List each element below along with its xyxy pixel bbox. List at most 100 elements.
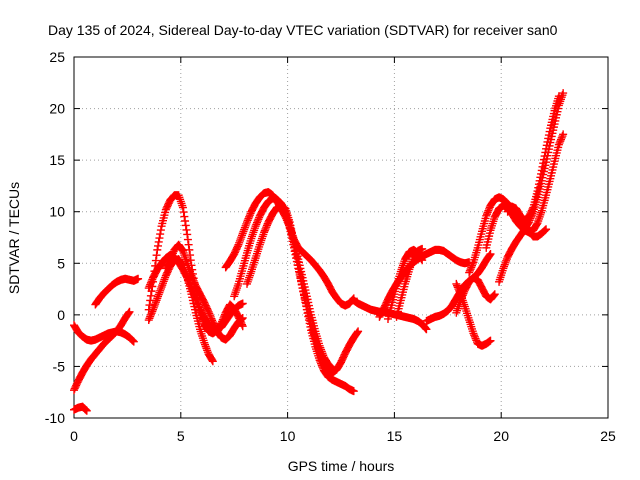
data-point [149, 305, 158, 314]
data-point [166, 254, 175, 263]
data-point [527, 211, 536, 220]
data-point [283, 215, 292, 224]
x-tick-label: 0 [70, 428, 78, 444]
data-point [146, 312, 155, 321]
data-point [182, 225, 191, 234]
series-track-19 [452, 279, 495, 350]
data-point [236, 235, 245, 244]
data-point [187, 271, 196, 280]
data-point [188, 275, 197, 284]
data-point [145, 282, 154, 291]
data-point [154, 292, 163, 301]
data-point [499, 264, 508, 273]
data-point [152, 296, 161, 305]
data-point [262, 221, 271, 230]
data-point [243, 216, 252, 225]
data-point [418, 256, 427, 265]
data-point [243, 218, 252, 227]
data-point [149, 303, 158, 312]
data-point [185, 245, 194, 254]
data-point [146, 310, 155, 319]
data-point [181, 216, 190, 225]
data-point [145, 301, 154, 310]
data-point [453, 281, 462, 290]
data-point [181, 221, 190, 230]
data-point [284, 217, 293, 226]
data-point [238, 229, 247, 238]
data-point [252, 218, 261, 227]
y-tick-label: 0 [57, 307, 65, 323]
data-point [238, 299, 247, 308]
data-point [281, 209, 290, 218]
data-point [189, 276, 198, 285]
data-point [317, 345, 326, 354]
data-point [482, 210, 491, 219]
data-point [151, 300, 160, 309]
data-point [260, 228, 269, 237]
data-point [253, 216, 262, 225]
data-point [155, 288, 164, 297]
y-tick-label: -10 [45, 410, 65, 426]
data-point [318, 349, 327, 358]
y-tick-label: 15 [49, 152, 65, 168]
data-point [146, 278, 155, 287]
data-point [328, 364, 337, 373]
data-point [152, 251, 161, 260]
data-point [158, 281, 167, 290]
data-point [238, 313, 247, 322]
x-tick-label: 10 [280, 428, 296, 444]
data-point [470, 332, 479, 341]
data-point [244, 214, 253, 223]
series-track-3 [70, 402, 91, 415]
data-point [147, 277, 156, 286]
data-point [455, 286, 464, 295]
data-point [241, 221, 250, 230]
data-point [317, 347, 326, 356]
data-point [153, 294, 162, 303]
data-point [183, 230, 192, 239]
data-point [168, 251, 177, 260]
data-point [167, 252, 176, 261]
data-point [467, 263, 476, 272]
data-point [204, 307, 213, 316]
data-point [180, 212, 189, 221]
data-point [154, 237, 163, 246]
data-point [146, 291, 155, 300]
data-point [125, 307, 134, 316]
data-point [486, 336, 495, 345]
x-tick-label: 20 [493, 428, 509, 444]
data-point [465, 268, 474, 277]
data-point [486, 250, 495, 259]
data-point [353, 328, 362, 337]
data-point [239, 227, 248, 236]
chart-title: Day 135 of 2024, Sidereal Day-to-day VTE… [48, 22, 558, 38]
data-point [159, 277, 168, 286]
data-point [234, 240, 243, 249]
data-point [245, 212, 254, 221]
series-track-23 [503, 202, 551, 241]
data-point [150, 301, 159, 310]
data-point [500, 260, 509, 269]
series-track-9 [221, 188, 358, 310]
data-point [235, 238, 244, 247]
series-track-4 [91, 274, 143, 309]
data-point [238, 322, 247, 331]
data-point [542, 225, 551, 234]
data-point [129, 337, 138, 346]
data-point [151, 298, 160, 307]
data-point [252, 220, 261, 229]
data-point [260, 226, 269, 235]
series-track-14 [375, 245, 474, 321]
data-point [155, 234, 164, 243]
data-point [208, 357, 217, 366]
series-track-22 [495, 89, 568, 286]
data-point [471, 334, 480, 343]
data-point [468, 259, 477, 268]
data-point [207, 314, 216, 323]
series-track-12 [281, 209, 337, 373]
data-point [240, 223, 249, 232]
data-point [154, 241, 163, 250]
data-point [485, 251, 494, 260]
data-point [527, 212, 536, 221]
